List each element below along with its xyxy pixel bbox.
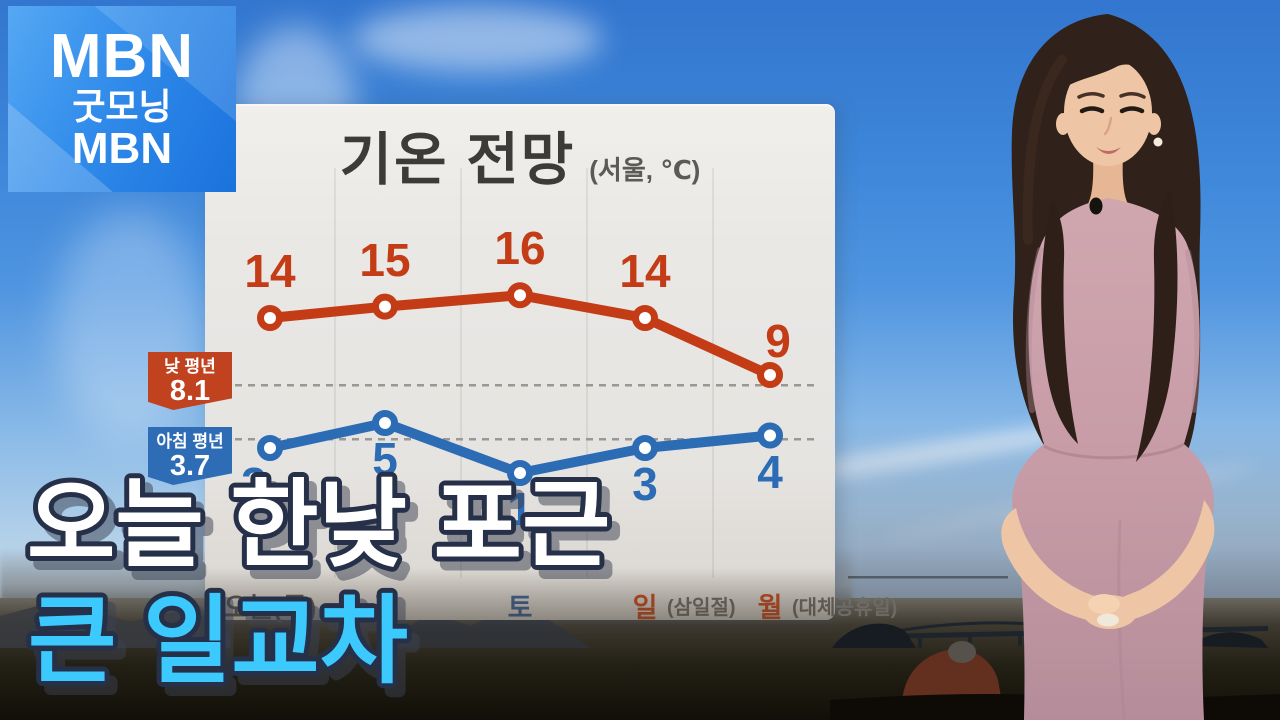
x-axis-holiday-note: (삼일절)	[667, 597, 736, 619]
day-high-value-label: 14	[619, 245, 671, 297]
day-high-value-label: 16	[494, 222, 546, 275]
day-high-point	[507, 282, 533, 309]
badge-title: 낮 평년	[164, 357, 216, 376]
x-axis-holiday-note: (대체공휴일)	[792, 597, 898, 619]
badge-title: 아침 평년	[156, 432, 224, 451]
morning-low-value-label: 5	[372, 433, 398, 485]
morning-low-point	[372, 410, 398, 436]
island-silhouettes	[832, 623, 1268, 648]
morning-low-value-label: 3	[632, 458, 658, 510]
logo-program-line1: 굿모닝	[72, 86, 172, 127]
day-high-point	[757, 362, 783, 388]
morning-low-point	[257, 435, 283, 461]
weather-presenter	[1001, 14, 1215, 720]
day-normal-badge: 낮 평년 8.1	[148, 352, 232, 410]
line-chart-canvas	[235, 282, 817, 486]
morning-low-value-label: 3	[241, 458, 267, 510]
morning-low-point	[757, 422, 783, 449]
presenter-hair-front	[1041, 190, 1178, 462]
caption-line1-shadow: 오늘 한낮 포근	[35, 481, 618, 588]
mbn-channel-logo: MBN 굿모닝 MBN	[8, 6, 236, 192]
chart-title-row: 기온 전망 (서울, ℃)	[205, 114, 835, 196]
column-gridline	[586, 168, 588, 578]
x-axis-labels: 오늘(목) 금 토 일 (삼일절) 월 (대체공휴일)	[205, 586, 898, 626]
chart-subtitle: (서울, ℃)	[589, 155, 701, 185]
column-gridline	[460, 168, 462, 578]
logo-brand-text: MBN	[49, 22, 195, 91]
morning-low-point	[507, 460, 533, 486]
day-high-value-label: 9	[765, 315, 791, 367]
day-high-point	[632, 305, 658, 331]
logo-program-line2: MBN	[71, 124, 173, 173]
cloud	[352, 6, 602, 72]
x-axis-day-label: 일	[632, 593, 658, 623]
x-axis-day-label: 월	[757, 593, 783, 623]
x-axis-day-label: 토	[507, 593, 533, 623]
caption-line2-shadow: 큰 일교차	[36, 597, 416, 704]
caption-overlay: 오늘 한낮 포근 오늘 한낮 포근 큰 일교차 큰 일교차	[22, 467, 623, 709]
x-axis-day-label: 오늘(목)	[223, 593, 317, 623]
morning-low-point	[632, 435, 658, 461]
day-high-point	[372, 293, 398, 320]
presenter-face	[1056, 30, 1163, 212]
presenter-clicker	[1097, 613, 1119, 627]
chart-title: 기온 전망	[339, 128, 576, 192]
day-high-point	[257, 305, 283, 331]
morning-normal-badge: 아침 평년 3.7	[148, 427, 232, 485]
day-high-value-label: 15	[359, 233, 411, 286]
caption-line2: 큰 일교차	[28, 588, 408, 695]
pearl-earring	[1153, 137, 1163, 147]
column-gridline	[334, 168, 336, 578]
badge-value: 3.7	[169, 450, 211, 482]
day-high-value-label: 14	[244, 245, 296, 297]
column-gridline	[712, 168, 714, 578]
x-axis-day-label: 금	[372, 593, 398, 623]
presenter-arms-hands	[1001, 500, 1215, 629]
morning-low-value-label: 4	[757, 445, 783, 498]
lapel-microphone	[1089, 197, 1103, 215]
railing-silhouette	[848, 576, 1008, 579]
caption-line1: 오늘 한낮 포근	[27, 472, 610, 579]
temperature-labels-layer: 14 15 16 14 9 3 5 1 3 4	[205, 104, 835, 620]
badge-value: 8.1	[169, 375, 211, 407]
morning-low-value-label: 1	[507, 483, 533, 535]
